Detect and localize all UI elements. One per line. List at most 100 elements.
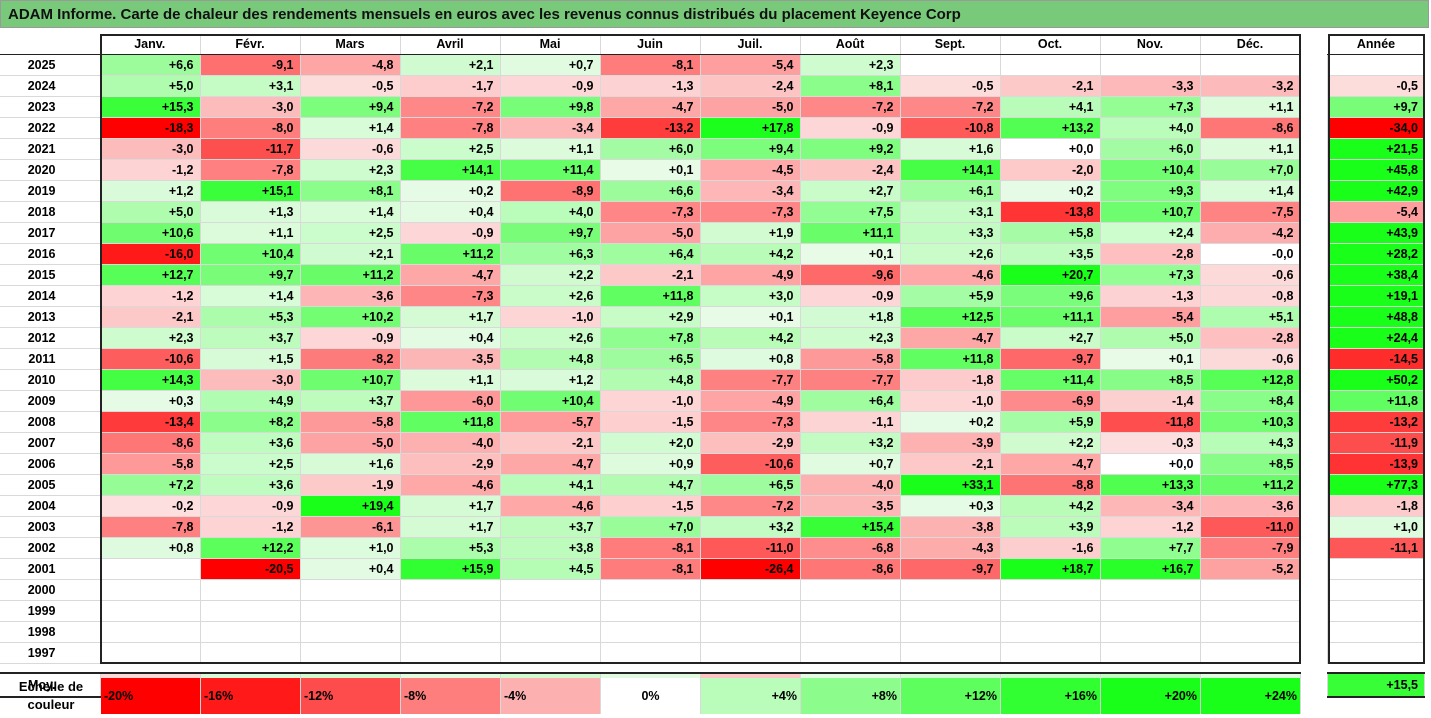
annual-row: +48,8 xyxy=(1327,306,1425,328)
annual-average-cell: +15,5 xyxy=(1327,672,1425,698)
heatmap-cell: +2,7 xyxy=(799,180,901,202)
heatmap-cell xyxy=(699,600,801,622)
heatmap-cell: -0,9 xyxy=(799,285,901,307)
heatmap-cell: +15,3 xyxy=(99,96,201,118)
heatmap-cell: +6,1 xyxy=(899,180,1001,202)
heatmap-cell: -2,9 xyxy=(699,432,801,454)
annual-row: +50,2 xyxy=(1327,369,1425,391)
legend-swatch: -20% xyxy=(101,678,201,714)
annual-cell: -11,9 xyxy=(1327,432,1425,454)
heatmap-cell: +0,4 xyxy=(299,558,401,580)
heatmap-cell: +11,4 xyxy=(499,159,601,181)
year-label: 2020 xyxy=(0,159,101,181)
heatmap-cell: -7,3 xyxy=(699,411,801,433)
heatmap-cell: -8,1 xyxy=(599,537,701,559)
heatmap-cell xyxy=(1199,579,1301,601)
annual-cell: -5,4 xyxy=(1327,201,1425,223)
heatmap-cell: -3,0 xyxy=(199,369,301,391)
annual-cell: +9,7 xyxy=(1327,96,1425,118)
heatmap-cell: -1,9 xyxy=(299,474,401,496)
year-label: 2019 xyxy=(0,180,101,202)
heatmap-cell: +6,3 xyxy=(499,243,601,265)
heatmap-cell: +8,5 xyxy=(1099,369,1201,391)
heatmap-cell: +2,7 xyxy=(999,327,1101,349)
heatmap-cell: -10,8 xyxy=(899,117,1001,139)
heatmap-cell: -13,8 xyxy=(999,201,1101,223)
heatmap-cell: +1,4 xyxy=(299,117,401,139)
heatmap-cell: +2,6 xyxy=(499,327,601,349)
heatmap-cell: +12,8 xyxy=(1199,369,1301,391)
annual-row: -13,2 xyxy=(1327,411,1425,433)
heatmap-cell: +15,9 xyxy=(399,558,501,580)
heatmap-cell: +0,2 xyxy=(899,411,1001,433)
heatmap-cell: +19,4 xyxy=(299,495,401,517)
annual-cell: +43,9 xyxy=(1327,222,1425,244)
heatmap-cell: -1,5 xyxy=(599,411,701,433)
heatmap-cell: +0,0 xyxy=(999,138,1101,160)
table-row: 1999 xyxy=(0,600,1301,622)
heatmap-cell: +1,1 xyxy=(1199,96,1301,118)
heatmap-cell: -7,2 xyxy=(899,96,1001,118)
heatmap-cell: -6,1 xyxy=(299,516,401,538)
heatmap-cell: +12,5 xyxy=(899,306,1001,328)
annual-cell: -13,9 xyxy=(1327,453,1425,475)
month-header: Déc. xyxy=(1200,34,1301,55)
month-header: Août xyxy=(800,34,901,55)
annual-row: +77,3 xyxy=(1327,474,1425,496)
heatmap-cell xyxy=(199,600,301,622)
heatmap-cell: +20,7 xyxy=(999,264,1101,286)
heatmap-cell: +0,7 xyxy=(499,54,601,76)
heatmap-cell: -2,1 xyxy=(99,306,201,328)
table-row: 1998 xyxy=(0,621,1301,643)
heatmap-cell: +11,4 xyxy=(999,369,1101,391)
heatmap-cell: +1,4 xyxy=(299,201,401,223)
heatmap-cell: +3,1 xyxy=(899,201,1001,223)
heatmap-cell xyxy=(1199,54,1301,76)
table-row: 2004 -0,2 -0,9 +19,4 +1,7 -4,6 -1,5 -7,2 -3,5 +0,… xyxy=(0,495,1301,517)
heatmap-cell xyxy=(699,621,801,643)
heatmap-cell: +7,0 xyxy=(599,516,701,538)
heatmap-cell: +11,1 xyxy=(999,306,1101,328)
table-row: 2019 +1,2 +15,1 +8,1 +0,2 -8,9 +6,6 -3,4 +2,7 +6,… xyxy=(0,180,1301,202)
table-row: 2008 -13,4 +8,2 -5,8 +11,8 -5,7 -1,5 -7,3 -1,1 +0… xyxy=(0,411,1301,433)
year-label: 2007 xyxy=(0,432,101,454)
annual-row: -5,4 xyxy=(1327,201,1425,223)
heatmap-cell: -0,6 xyxy=(299,138,401,160)
heatmap-cell: +6,5 xyxy=(599,348,701,370)
annual-cell: +38,4 xyxy=(1327,264,1425,286)
heatmap-cell xyxy=(499,621,601,643)
heatmap-cell xyxy=(499,600,601,622)
heatmap-cell: +3,7 xyxy=(299,390,401,412)
heatmap-cell: -0,9 xyxy=(799,117,901,139)
heatmap-cell: -2,1 xyxy=(499,432,601,454)
year-label: 2022 xyxy=(0,117,101,139)
heatmap-cell: -2,8 xyxy=(1099,243,1201,265)
heatmap-cell: +1,7 xyxy=(399,306,501,328)
heatmap-cell: +1,1 xyxy=(399,369,501,391)
annual-row xyxy=(1327,579,1425,601)
heatmap-cell xyxy=(199,621,301,643)
month-header: Sept. xyxy=(900,34,1001,55)
table-row: 2017 +10,6 +1,1 +2,5 -0,9 +9,7 -5,0 +1,9 +11,1 +3… xyxy=(0,222,1301,244)
heatmap-cell: -1,0 xyxy=(599,390,701,412)
spacer-row xyxy=(1328,664,1425,674)
heatmap-cell: +4,8 xyxy=(599,369,701,391)
annual-cell: +50,2 xyxy=(1327,369,1425,391)
heatmap-cell xyxy=(799,642,901,664)
annual-row xyxy=(1327,600,1425,622)
legend-swatch: +4% xyxy=(701,678,801,714)
annual-cell: +77,3 xyxy=(1327,474,1425,496)
table-row: 1997 xyxy=(0,642,1301,664)
heatmap-cell: -11,8 xyxy=(1099,411,1201,433)
heatmap-cell: -2,4 xyxy=(699,75,801,97)
heatmap-cell: +1,6 xyxy=(899,138,1001,160)
annual-cell: +28,2 xyxy=(1327,243,1425,265)
annual-cell: -1,8 xyxy=(1327,495,1425,517)
annual-cell xyxy=(1327,600,1425,622)
heatmap-cell: -7,7 xyxy=(799,369,901,391)
annual-row xyxy=(1327,558,1425,580)
heatmap-cell: -0,0 xyxy=(1199,243,1301,265)
heatmap-cell: -18,3 xyxy=(99,117,201,139)
annual-cell: +1,0 xyxy=(1327,516,1425,538)
heatmap-cell: +0,4 xyxy=(399,327,501,349)
